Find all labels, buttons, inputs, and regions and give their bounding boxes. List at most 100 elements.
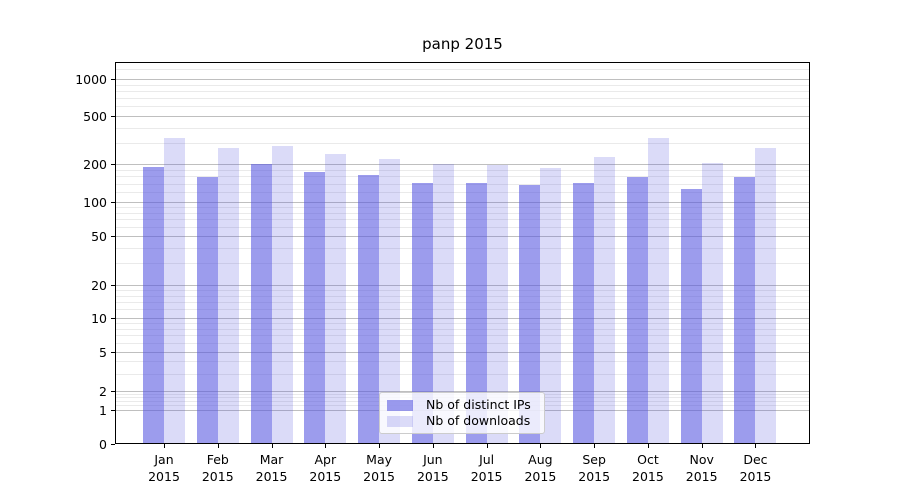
- bar-downloads-apr: [325, 154, 347, 443]
- gridline-major-200: [116, 164, 809, 165]
- gridline-minor-14: [116, 301, 809, 303]
- gridline-major-10: [116, 318, 809, 319]
- y-tick-100: [111, 202, 115, 203]
- gridline-major-500: [116, 116, 809, 117]
- x-tick-jul: [486, 444, 488, 448]
- bar-distinct-ips-oct: [626, 176, 648, 443]
- x-tick-nov: [701, 444, 703, 448]
- bar-downloads-sep: [594, 156, 616, 443]
- y-tick-label-50: 50: [91, 228, 107, 244]
- y-tick-label-1000: 1000: [75, 71, 107, 87]
- x-tick-dec: [755, 444, 757, 448]
- gridline-minor-800: [116, 90, 809, 92]
- gridline-major-20: [116, 285, 809, 286]
- bar-downloads-jun: [432, 163, 454, 443]
- x-tick-label-aug: Aug 2015: [524, 452, 557, 484]
- y-tick-20: [111, 285, 115, 286]
- gridline-minor-300: [116, 142, 809, 144]
- bar-distinct-ips-mar: [250, 164, 272, 443]
- gridline-minor-3: [116, 373, 809, 375]
- x-tick-label-jan: Jan 2015: [148, 452, 180, 484]
- x-tick-jan: [164, 444, 165, 448]
- gridline-minor-40: [116, 247, 809, 249]
- y-tick-200: [111, 164, 115, 165]
- gridline-minor-4: [116, 361, 809, 363]
- x-tick-aug: [540, 444, 542, 448]
- bar-distinct-ips-jul: [465, 182, 487, 443]
- x-tick-oct: [647, 444, 649, 448]
- x-tick-label-sep: Sep 2015: [578, 452, 611, 484]
- bar-downloads-mar: [271, 145, 293, 443]
- gridline-minor-80: [116, 212, 809, 214]
- gridline-minor-7: [116, 335, 809, 337]
- y-tick-label-0: 0: [99, 436, 107, 452]
- y-tick-label-500: 500: [83, 108, 107, 124]
- gridline-minor-90: [116, 207, 809, 209]
- gridline-minor-12: [116, 309, 809, 311]
- bar-distinct-ips-feb: [196, 176, 218, 443]
- x-tick-label-may: May 2015: [363, 452, 395, 484]
- y-tick-1: [111, 410, 115, 411]
- gridline-minor-9: [116, 323, 809, 325]
- y-tick-500: [111, 116, 115, 117]
- gridline-minor-16: [116, 295, 809, 297]
- gridline-minor-140: [116, 183, 809, 185]
- bar-distinct-ips-jun: [411, 182, 433, 443]
- x-tick-label-nov: Nov 2015: [685, 452, 718, 484]
- gridline-minor-120: [116, 192, 809, 193]
- bar-downloads-feb: [217, 147, 239, 443]
- gridline-minor-600: [116, 106, 809, 108]
- y-tick-2: [111, 391, 115, 392]
- legend-entry-downloads: Nb of downloads: [387, 414, 537, 428]
- x-tick-apr: [325, 444, 327, 448]
- x-tick-sep: [594, 444, 596, 448]
- y-tick-label-20: 20: [91, 277, 107, 293]
- y-tick-5: [111, 352, 115, 353]
- y-tick-10: [111, 318, 115, 319]
- bar-downloads-oct: [647, 138, 669, 443]
- gridline-minor-900: [116, 84, 809, 86]
- bar-downloads-nov: [701, 163, 723, 443]
- x-tick-label-dec: Dec 2015: [739, 452, 772, 484]
- x-tick-label-apr: Apr 2015: [309, 452, 342, 484]
- gridline-minor-1200: [116, 69, 809, 71]
- bar-downloads-jul: [486, 164, 508, 443]
- y-tick-label-10: 10: [91, 310, 107, 326]
- y-tick-0: [111, 444, 115, 445]
- legend-label-distinct-ips: Nb of distinct IPs: [426, 397, 531, 412]
- bar-distinct-ips-sep: [573, 182, 595, 443]
- y-tick-50: [111, 236, 115, 237]
- y-tick-label-2: 2: [99, 383, 107, 399]
- x-tick-label-mar: Mar 2015: [255, 452, 288, 484]
- gridline-minor-70: [116, 219, 809, 221]
- gridline-major-50: [116, 236, 809, 237]
- bar-distinct-ips-aug: [519, 184, 541, 443]
- x-tick-label-jun: Jun 2015: [416, 452, 449, 484]
- x-tick-may: [379, 444, 381, 448]
- x-tick-mar: [271, 444, 273, 448]
- y-tick-1000: [111, 79, 115, 80]
- bar-downloads-dec: [755, 148, 777, 443]
- gridline-minor-60: [116, 227, 809, 229]
- gridline-minor-400: [116, 127, 809, 129]
- x-tick-label-feb: Feb 2015: [201, 452, 234, 484]
- gridline-minor-700: [116, 98, 809, 100]
- plot-area: [115, 62, 810, 444]
- gridline-minor-160: [116, 176, 809, 178]
- bar-distinct-ips-may: [358, 174, 380, 443]
- x-tick-label-jul: Jul 2015: [470, 452, 503, 484]
- bar-downloads-may: [379, 158, 401, 443]
- gridline-major-2: [116, 391, 809, 392]
- bar-downloads-jan: [164, 137, 185, 443]
- bar-distinct-ips-apr: [304, 171, 326, 443]
- legend-entry-distinct-ips: Nb of distinct IPs: [387, 398, 537, 412]
- gridline-minor-8: [116, 328, 809, 330]
- x-tick-jun: [432, 444, 434, 448]
- x-tick-feb: [217, 444, 219, 448]
- gridline-major-1000: [116, 79, 809, 80]
- y-tick-label-5: 5: [99, 344, 107, 360]
- gridline-major-5: [116, 352, 809, 353]
- gridline-major-100: [116, 202, 809, 203]
- y-tick-label-200: 200: [83, 156, 107, 172]
